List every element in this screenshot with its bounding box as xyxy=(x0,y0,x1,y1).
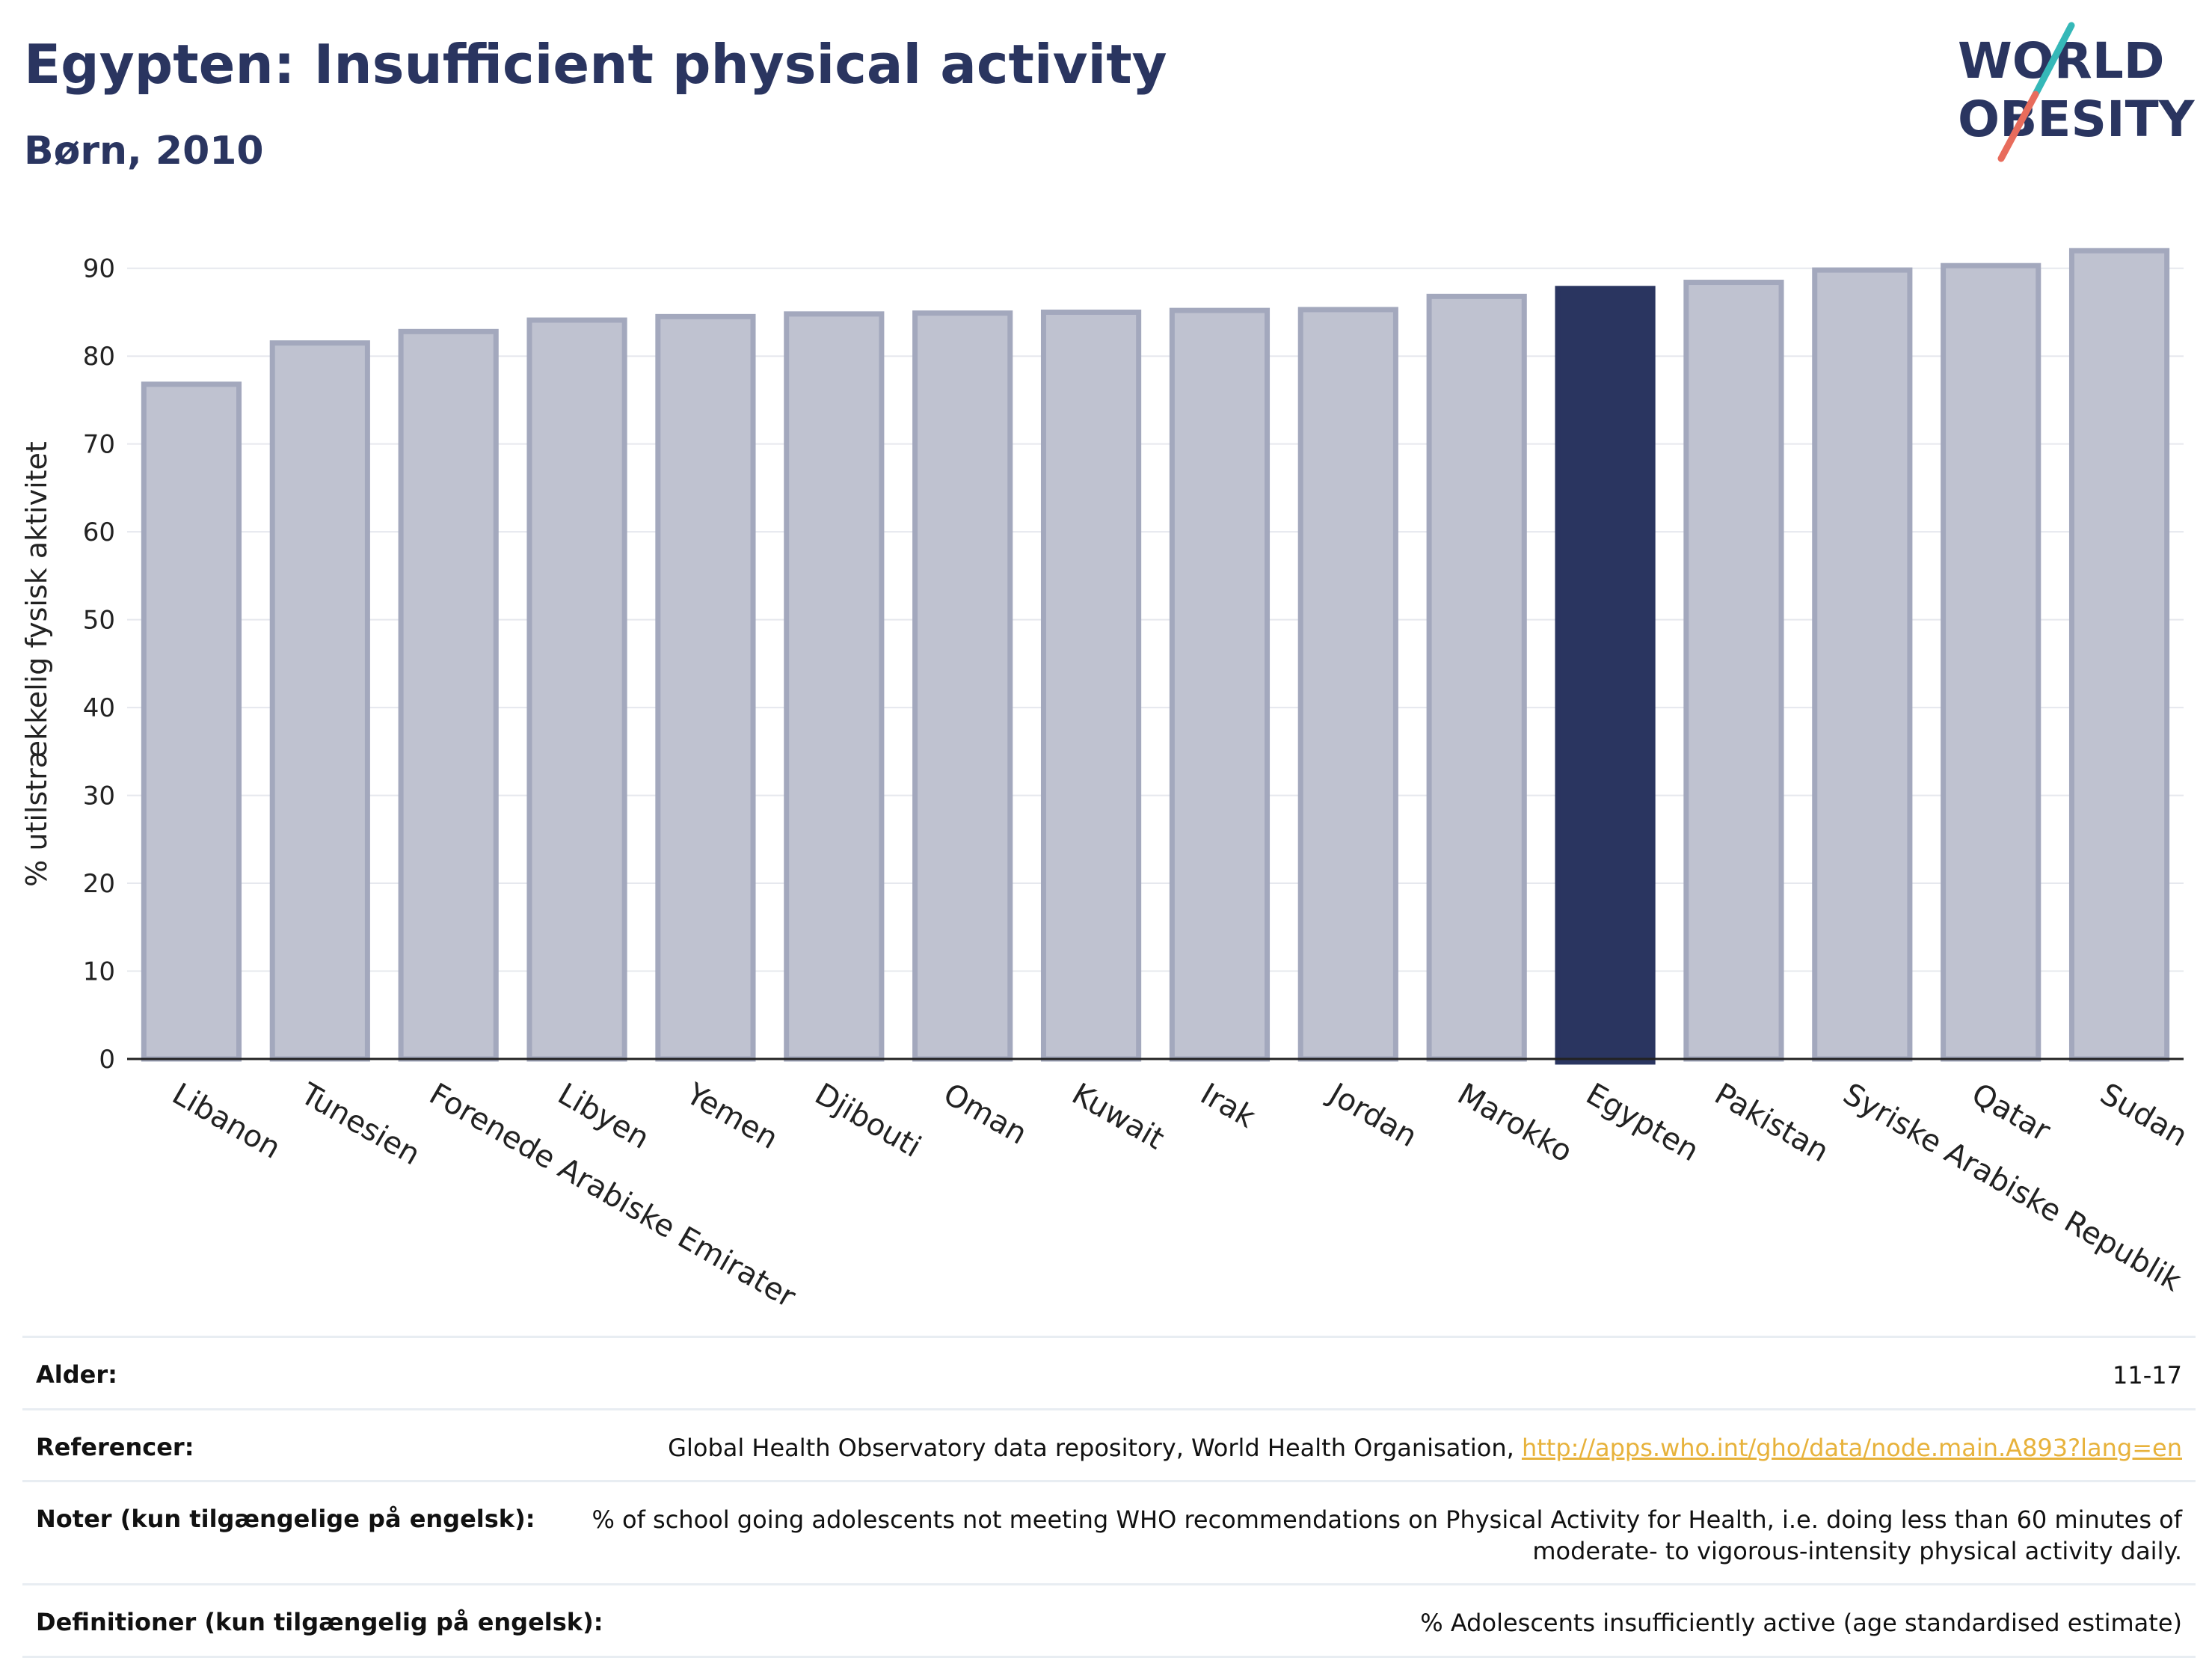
x-tick-label: Djibouti xyxy=(809,1077,927,1164)
x-tick-label: Kuwait xyxy=(1066,1077,1170,1157)
x-tick-label: Egypten xyxy=(1580,1077,1704,1169)
reference-text: Global Health Observatory data repositor… xyxy=(668,1433,1522,1462)
meta-value-notes: % of school going adolescents not meetin… xyxy=(592,1505,2182,1565)
meta-row-notes: Noter (kun tilgængelige på engelsk): % o… xyxy=(22,1480,2196,1583)
x-tick-label: Oman xyxy=(938,1077,1033,1152)
meta-value-age: 11-17 xyxy=(2113,1361,2182,1390)
bar-kuwait xyxy=(1040,309,1142,1062)
bar-jordan xyxy=(1297,307,1398,1062)
page-title: Egypten: Insufficient physical activity xyxy=(24,33,1167,96)
y-tick-label: 50 xyxy=(83,606,115,636)
bar-sudan xyxy=(2068,248,2170,1062)
meta-label-notes: Noter (kun tilgængelige på engelsk): xyxy=(36,1505,535,1534)
bar-djibouti xyxy=(784,311,885,1062)
y-axis-title: % utilstrækkelig fysisk aktivitet xyxy=(20,441,53,887)
bar-egypten xyxy=(1555,286,1656,1065)
meta-row-definitions: Definitioner (kun tilgængelig på engelsk… xyxy=(22,1583,2196,1658)
reference-link[interactable]: http://apps.who.int/gho/data/node.main.A… xyxy=(1521,1433,2182,1462)
meta-value-definitions: % Adolescents insufficiently active (age… xyxy=(1420,1609,2182,1638)
x-tick-label: Libanon xyxy=(167,1077,286,1166)
y-tick-label: 0 xyxy=(99,1045,115,1075)
x-tick-label: Qatar xyxy=(1966,1077,2056,1149)
bar-irak xyxy=(1169,307,1271,1062)
metadata-table: Alder: 11-17 Referencer: Global Health O… xyxy=(22,1336,2196,1658)
x-tick-label: Jordan xyxy=(1321,1075,1423,1154)
bar-pakistan xyxy=(1683,280,1784,1062)
logo-slash-bottom xyxy=(1997,90,2039,162)
y-tick-label: 60 xyxy=(83,518,115,547)
y-tick-label: 40 xyxy=(83,693,115,723)
logo-slash-top xyxy=(2032,22,2075,98)
x-tick-label: Irak xyxy=(1195,1077,1262,1135)
meta-row-references: Referencer: Global Health Observatory da… xyxy=(22,1407,2196,1481)
bar-forenede-arabiske-emirater xyxy=(398,328,499,1062)
meta-label-references: Referencer: xyxy=(36,1432,194,1461)
x-tick-label: Tunesien xyxy=(295,1076,426,1172)
bar-qatar xyxy=(1941,262,2042,1062)
world-obesity-logo: WORLD OBESITY xyxy=(1958,22,2196,162)
x-tick-label: Libyen xyxy=(552,1077,655,1156)
y-tick-label: 80 xyxy=(83,342,115,372)
x-tick-label: Yemen xyxy=(680,1076,784,1156)
meta-label-age: Alder: xyxy=(36,1360,117,1389)
bar-libyen xyxy=(526,317,627,1062)
meta-row-age: Alder: 11-17 xyxy=(22,1336,2196,1408)
bar-syriske-arabiske-republik xyxy=(1812,267,1913,1062)
y-tick-label: 30 xyxy=(83,782,115,811)
y-axis-ticks: 0 10 20 30 40 50 60 70 80 90 xyxy=(83,254,115,1075)
bar-yemen xyxy=(655,313,756,1062)
bars xyxy=(141,248,2170,1065)
bar-chart: 0 10 20 30 40 50 60 70 80 90 Libanon TunesienForen… xyxy=(20,248,2193,1315)
y-tick-label: 70 xyxy=(83,430,115,460)
x-tick-label: Sudan xyxy=(2095,1077,2193,1154)
bar-marokko xyxy=(1426,293,1527,1062)
bar-libanon xyxy=(141,381,242,1062)
x-tick-label: Marokko xyxy=(1451,1077,1578,1170)
bar-tunesien xyxy=(269,340,370,1062)
y-tick-label: 20 xyxy=(83,869,115,899)
y-tick-label: 90 xyxy=(83,254,115,284)
x-tick-label: Pakistan xyxy=(1709,1077,1834,1170)
meta-value-references: Global Health Observatory data repositor… xyxy=(239,1433,2182,1464)
bar-oman xyxy=(912,310,1013,1062)
page-subtitle: Børn, 2010 xyxy=(24,129,264,174)
meta-label-definitions: Definitioner (kun tilgængelig på engelsk… xyxy=(36,1608,603,1637)
logo-line2: OBESITY xyxy=(1958,90,2196,148)
y-tick-label: 10 xyxy=(83,957,115,987)
